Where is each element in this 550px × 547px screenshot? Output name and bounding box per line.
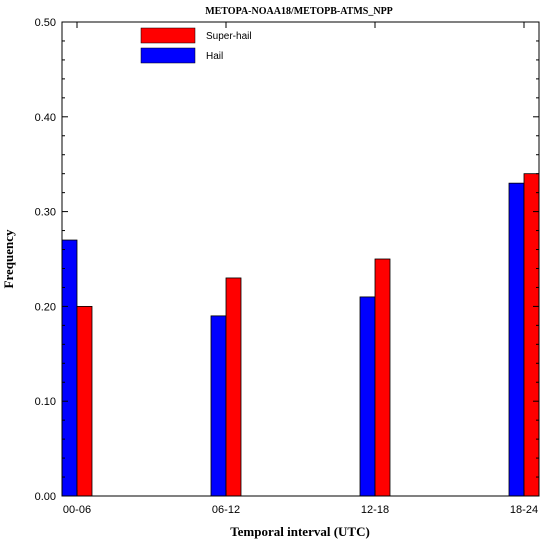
bar-hail-18-24 xyxy=(508,182,525,497)
y-axis: 0.00 0.10 0.20 0.30 0.40 0.50 xyxy=(35,17,539,503)
bar-hail-06-12 xyxy=(210,315,227,497)
y-tick-label: 0.30 xyxy=(35,207,56,219)
legend-label: Hail xyxy=(206,51,223,62)
legend-label: Super-hail xyxy=(206,31,252,42)
y-tick-label: 0.20 xyxy=(35,301,56,313)
y-tick-label: 0.40 xyxy=(35,112,56,124)
legend-swatch xyxy=(140,27,196,44)
y-tick-label: 0.50 xyxy=(35,17,56,29)
x-axis-label: Temporal interval (UTC) xyxy=(230,524,370,539)
x-tick-label: 00-06 xyxy=(63,504,91,516)
bar-super-hail-00-06 xyxy=(76,305,93,497)
x-tick-label: 18-24 xyxy=(510,504,538,516)
bar-super-hail-18-24 xyxy=(523,173,540,497)
x-axis: 00-06 06-12 12-18 18-24 xyxy=(63,22,538,516)
bar-super-hail-06-12 xyxy=(225,277,242,497)
y-axis-label: Frequency xyxy=(1,229,16,288)
plot-frame xyxy=(61,21,540,497)
x-tick-label: 06-12 xyxy=(212,504,240,516)
bar-super-hail-12-18 xyxy=(374,258,391,497)
bars-group xyxy=(61,173,540,497)
legend: Super-hail Hail xyxy=(140,27,252,64)
legend-swatch xyxy=(140,47,196,64)
y-tick-label: 0.00 xyxy=(35,491,56,503)
x-tick-label: 12-18 xyxy=(361,504,389,516)
chart-title: METOPA-NOAA18/METOPB-ATMS_NPP xyxy=(205,6,393,17)
bar-hail-12-18 xyxy=(359,296,376,497)
y-tick-label: 0.10 xyxy=(35,396,56,408)
